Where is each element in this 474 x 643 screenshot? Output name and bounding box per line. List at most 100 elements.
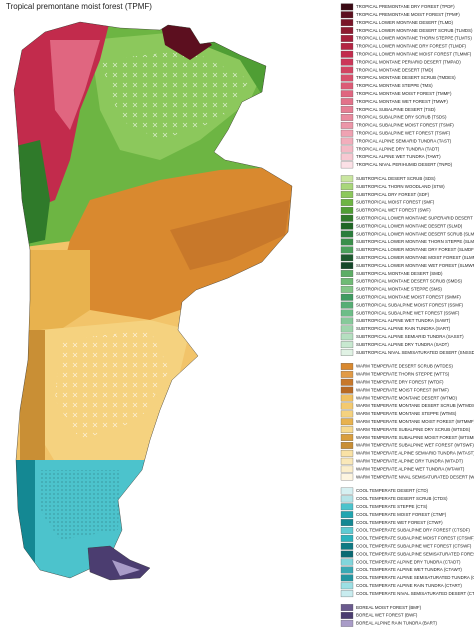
- legend-label: SUBTROPICAL MONTANE MOIST FOREST (SMMF): [356, 295, 461, 300]
- legend: TROPICAL PREMONTANE DRY FOREST (TPDF) TRO…: [340, 3, 474, 627]
- legend-label: WARM TEMPERATE MONTANE DESERT (WTMD): [356, 395, 457, 400]
- legend-label: COOL TEMPERATE DESERT (CTD): [356, 488, 429, 493]
- legend-swatch: [340, 574, 354, 582]
- legend-label: TROPICAL LOWER MONTANE DESERT SCRUB (TLM…: [356, 28, 473, 33]
- legend-label: COOL TEMPERATE ALPINE SEMISATURATED TUND…: [356, 575, 474, 580]
- country-outline: [13, 21, 293, 579]
- legend-label: SUBTROPICAL THORN WOODLAND (STW): [356, 184, 445, 189]
- legend-swatch: [340, 114, 354, 121]
- legend-swatch: [340, 582, 354, 590]
- legend-label: TROPICAL SUBALPINE MOIST FOREST (TSMF): [356, 123, 454, 128]
- legend-swatch: [340, 230, 354, 238]
- legend-swatch: [340, 410, 354, 418]
- legend-label: TROPICAL LOWER MONTANE THORN STEPPE (TLM…: [356, 36, 472, 41]
- legend-label: WARM TEMPERATE NIVAL SEMISATURATED DESER…: [356, 474, 474, 479]
- zone-lower-montane: [14, 140, 50, 250]
- legend-label: SUBTROPICAL MONTANE STEPPE (SMS): [356, 287, 442, 292]
- legend-label: COOL TEMPERATE ALPINE DRY TUNDRA (CTADT): [356, 559, 461, 564]
- legend-swatch: [340, 317, 354, 325]
- legend-swatch: [340, 153, 354, 161]
- legend-label: WARM TEMPERATE DESERT SCRUB (WTDES): [356, 364, 453, 369]
- legend-swatch: [340, 98, 354, 106]
- legend-swatch: [340, 3, 354, 11]
- legend-swatch: [340, 349, 354, 356]
- legend-swatch: [340, 246, 354, 254]
- legend-swatch: [340, 590, 354, 598]
- legend-swatch: [340, 254, 354, 262]
- legend-swatch: [340, 58, 354, 66]
- legend-swatch: [340, 121, 354, 129]
- legend-label: SUBTROPICAL NIVAL SEMISATURATED DESERT (…: [356, 350, 474, 355]
- legend-label: SUBTROPICAL LOWER MONTANE SUPERARID DESE…: [356, 216, 474, 221]
- legend-swatch: [340, 604, 354, 611]
- legend-swatch: [340, 301, 354, 309]
- legend-swatch: [340, 465, 354, 473]
- map: [14, 22, 292, 578]
- legend-swatch: [340, 534, 354, 542]
- legend-swatch: [340, 503, 354, 511]
- legend-swatch: [340, 457, 354, 465]
- legend-group: BOREAL MOIST FOREST (BMF) BOREAL WET FORE…: [340, 604, 437, 627]
- legend-label: SUBTROPICAL ALPINE DRY TUNDRA (SADT): [356, 342, 449, 347]
- legend-swatch: [340, 278, 354, 285]
- legend-label: TROPICAL ALPINE SEMIARID TUNDRA (TAST): [356, 138, 452, 143]
- legend-swatch: [340, 293, 354, 301]
- legend-swatch: [340, 199, 354, 206]
- legend-label: WARM TEMPERATE ALPINE WET TUNDRA (WTAWT): [356, 466, 465, 471]
- legend-label: TROPICAL MONTANE WET FOREST (TMWF): [356, 99, 448, 104]
- legend-swatch: [340, 542, 354, 550]
- legend-label: COOL TEMPERATE SUBALPINE MOIST FOREST (C…: [356, 536, 474, 541]
- legend-swatch: [340, 333, 354, 341]
- legend-swatch: [340, 558, 354, 566]
- zone-hatch: [100, 50, 250, 140]
- legend-label: SUBTROPICAL LOWER MONTANE DESERT SCRUB (…: [356, 231, 474, 236]
- legend-label: TROPICAL MONTANE PERIARID DESERT (TMPAD): [356, 59, 461, 64]
- legend-swatch: [340, 378, 354, 386]
- legend-swatch: [340, 449, 354, 457]
- legend-label: TROPICAL LOWER MONTANE DESERT (TLMD): [356, 20, 453, 25]
- legend-swatch: [340, 619, 354, 627]
- legend-label: COOL TEMPERATE SUBALPINE WET FOREST (CTS…: [356, 544, 472, 549]
- legend-label: SUBTROPICAL LOWER MONTANE MOIST FOREST (…: [356, 255, 474, 260]
- legend-label: WARM TEMPERATE MONTANE DESERT SCRUB (WTM…: [356, 403, 474, 408]
- legend-label: SUBTROPICAL WET FOREST (SWF): [356, 208, 431, 213]
- legend-label: SUBTROPICAL LOWER MONTANE DRY FOREST (SL…: [356, 247, 474, 252]
- legend-label: BOREAL WET FOREST (BWF): [356, 613, 418, 618]
- legend-label: WARM TEMPERATE SUBALPINE MOIST FOREST (W…: [356, 435, 474, 440]
- legend-label: COOL TEMPERATE STEPPE (CTS): [356, 504, 428, 509]
- legend-label: SUBTROPICAL MOIST FOREST (SMF): [356, 200, 435, 205]
- legend-swatch: [340, 206, 354, 214]
- legend-swatch: [340, 309, 354, 317]
- legend-swatch: [340, 487, 354, 495]
- legend-label: TROPICAL PREMONTANE DRY FOREST (TPDF): [356, 4, 455, 9]
- legend-group: WARM TEMPERATE DESERT SCRUB (WTDES) WARM …: [340, 363, 474, 481]
- zone-cuyo: [20, 250, 90, 330]
- legend-label: COOL TEMPERATE SUBALPINE SEMISATURATED F…: [356, 551, 474, 556]
- legend-label: TROPICAL LOWER MONTANE MOIST FOREST (TLM…: [356, 52, 472, 57]
- legend-swatch: [340, 42, 354, 50]
- legend-swatch: [340, 370, 354, 378]
- legend-swatch: [340, 214, 354, 222]
- legend-swatch: [340, 519, 354, 526]
- legend-group: SUBTROPICAL DESERT SCRUB (SDS) SUBTROPICA…: [340, 175, 474, 356]
- legend-label: WARM TEMPERATE ALPINE SEMIARID TUNDRA (W…: [356, 451, 474, 456]
- legend-label: WARM TEMPERATE MOIST FOREST (WTMF): [356, 387, 449, 392]
- tierra-del-fuego-alpine: [112, 560, 140, 576]
- legend-swatch: [340, 106, 354, 113]
- legend-swatch: [340, 566, 354, 574]
- legend-group: TROPICAL PREMONTANE DRY FOREST (TPDF) TRO…: [340, 3, 473, 169]
- zone-cool-wet: [14, 460, 35, 578]
- legend-label: WARM TEMPERATE SUBALPINE WET FOREST (WTS…: [356, 443, 474, 448]
- legend-label: TROPICAL MONTANE STEPPE (TMS): [356, 83, 433, 88]
- legend-label: TROPICAL SUBALPINE DESERT (TSD): [356, 107, 436, 112]
- legend-swatch: [340, 495, 354, 503]
- legend-label: SUBTROPICAL LOWER MONTANE WET FOREST (SL…: [356, 263, 474, 268]
- legend-swatch: [340, 386, 354, 394]
- legend-swatch: [340, 270, 354, 277]
- legend-swatch: [340, 145, 354, 153]
- legend-label: SUBTROPICAL MONTANE DESERT SCRUB (SMDS): [356, 279, 462, 284]
- legend-swatch: [340, 74, 354, 82]
- legend-label: TROPICAL LOWER MONTANE DRY FOREST (TLMDF…: [356, 44, 467, 49]
- legend-label: SUBTROPICAL DRY FOREST (SDF): [356, 192, 430, 197]
